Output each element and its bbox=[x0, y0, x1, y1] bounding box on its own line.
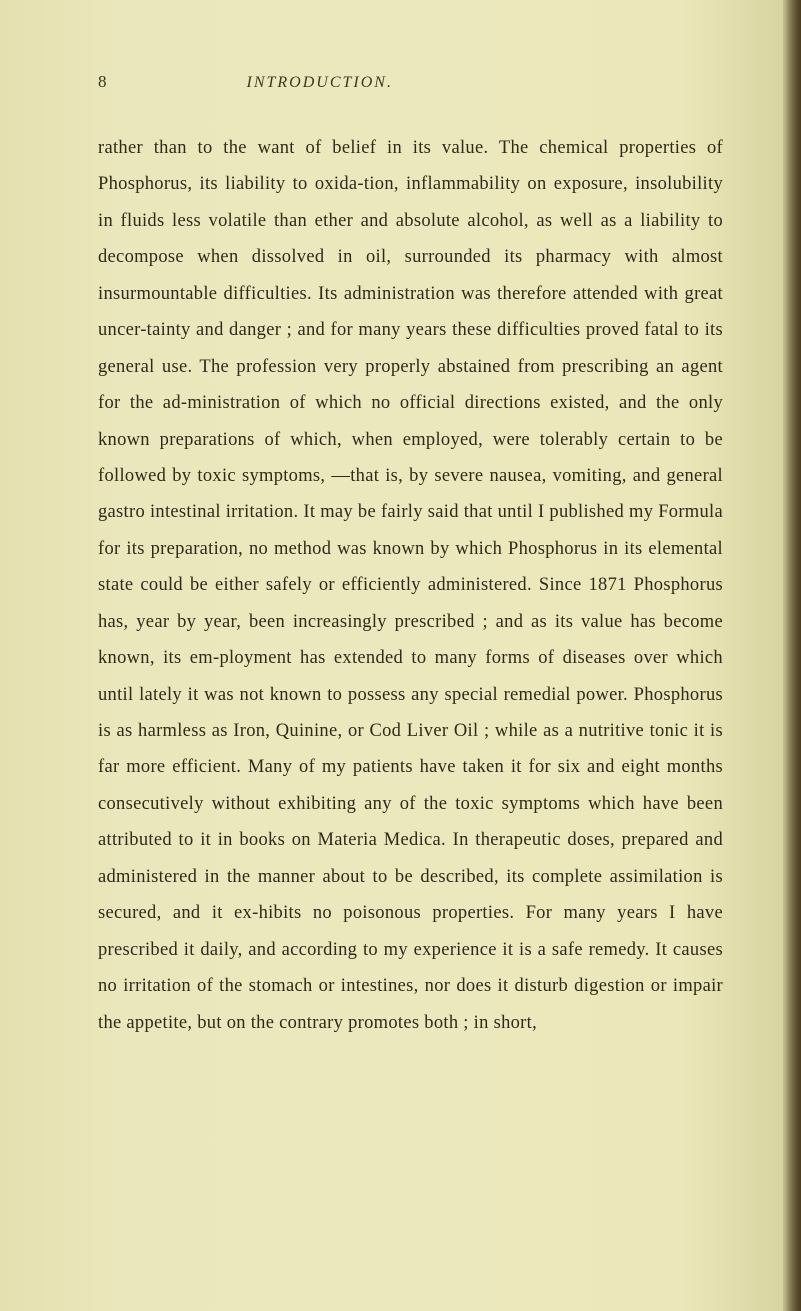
paragraph: rather than to the want of belief in its… bbox=[98, 130, 723, 1041]
running-head: INTRODUCTION. bbox=[247, 74, 393, 92]
page-header: 8 INTRODUCTION. bbox=[98, 72, 723, 92]
page-number: 8 bbox=[98, 72, 107, 92]
document-page: 8 INTRODUCTION. rather than to the want … bbox=[0, 0, 801, 1311]
body-text: rather than to the want of belief in its… bbox=[98, 130, 723, 1041]
